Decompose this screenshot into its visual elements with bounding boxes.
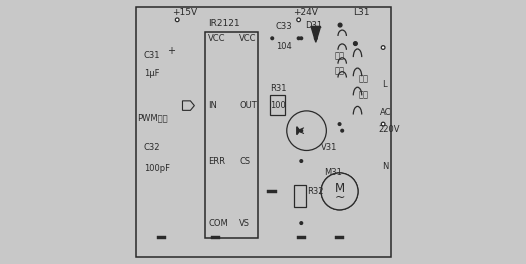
Text: 104: 104 [276,42,291,51]
Bar [211,236,220,239]
Text: ~: ~ [335,191,345,204]
Text: 1μF: 1μF [144,69,159,78]
Text: VS: VS [239,219,250,228]
Text: +15V: +15V [172,8,197,17]
Circle shape [300,37,302,40]
Text: IR2121: IR2121 [208,19,240,28]
Text: R32: R32 [307,187,324,196]
Circle shape [353,42,357,45]
Polygon shape [311,26,320,42]
Text: IN: IN [208,101,217,110]
Text: D31: D31 [305,21,322,30]
Text: +: + [167,46,176,56]
Polygon shape [297,127,300,135]
Text: 绕组: 绕组 [335,67,345,76]
Text: L: L [382,80,387,89]
Text: 控制: 控制 [335,51,345,60]
Text: +24V: +24V [294,8,318,17]
Circle shape [338,23,342,27]
Circle shape [271,37,274,40]
Text: 220V: 220V [379,125,400,134]
Text: R31: R31 [270,84,287,93]
Bar [294,185,306,207]
Circle shape [297,18,300,22]
Circle shape [315,37,317,40]
Text: L31: L31 [353,8,369,17]
Text: AC: AC [380,108,391,117]
Text: 工作: 工作 [359,75,369,84]
Circle shape [381,46,385,49]
Text: C31: C31 [144,51,160,60]
Text: 绕组: 绕组 [359,91,369,100]
Circle shape [321,173,358,210]
Bar [335,236,345,239]
Text: V31: V31 [320,143,337,152]
Text: C33: C33 [276,22,292,31]
Circle shape [300,222,302,224]
Polygon shape [183,101,195,110]
Circle shape [175,18,179,22]
Text: CS: CS [239,157,250,166]
Circle shape [381,122,385,126]
Bar [270,95,285,115]
Text: PWM脉冲: PWM脉冲 [138,113,168,122]
Circle shape [297,37,300,40]
Text: M31: M31 [323,168,341,177]
Text: COM: COM [208,219,228,228]
Circle shape [341,129,343,132]
Text: VCC: VCC [239,34,257,43]
Circle shape [338,123,341,125]
Circle shape [300,129,302,132]
Text: 100: 100 [270,101,286,110]
Bar [157,236,166,239]
Text: OUT: OUT [239,101,257,110]
Bar [205,32,258,238]
Text: C32: C32 [144,143,160,152]
Circle shape [300,160,302,162]
Text: M: M [335,182,345,195]
Bar [297,236,306,239]
Text: 100pF: 100pF [144,164,170,173]
Bar [268,190,277,193]
Text: N: N [382,162,389,171]
Text: ERR: ERR [208,157,225,166]
Text: VCC: VCC [208,34,226,43]
